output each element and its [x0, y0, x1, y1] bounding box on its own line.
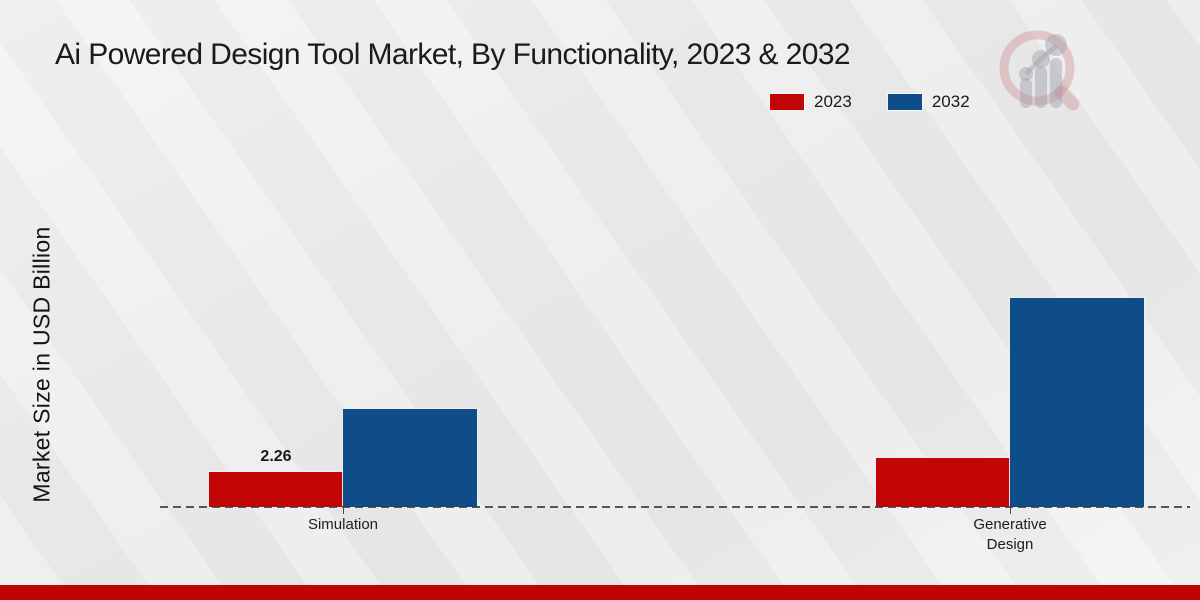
bar-2023-generative-design	[876, 458, 1010, 507]
bar-2032-simulation	[343, 409, 477, 507]
legend-item-2032: 2032	[887, 92, 970, 112]
legend: 2023 2032	[770, 92, 970, 112]
bar-value-label: 2.26	[260, 448, 292, 465]
x-axis-tick	[343, 508, 344, 514]
legend-label: 2032	[931, 92, 970, 111]
legend-swatch	[887, 94, 922, 110]
legend-label: 2023	[814, 92, 852, 111]
x-axis-tick	[1010, 508, 1011, 514]
legend-item-2023: 2023	[770, 92, 852, 112]
footer-accent-strip	[0, 585, 1200, 600]
x-axis-baseline	[160, 506, 1190, 508]
x-axis-category-label: Simulation	[307, 516, 379, 533]
bar-2032-generative-design	[1010, 298, 1144, 507]
chart-title: Ai Powered Design Tool Market, By Functi…	[55, 38, 851, 71]
magnifier-bar-chart-logo-watermark	[999, 30, 1080, 111]
legend-swatch	[770, 94, 804, 110]
x-axis-category-label: Generative Design	[973, 516, 1047, 553]
bar-2023-simulation	[209, 472, 343, 507]
